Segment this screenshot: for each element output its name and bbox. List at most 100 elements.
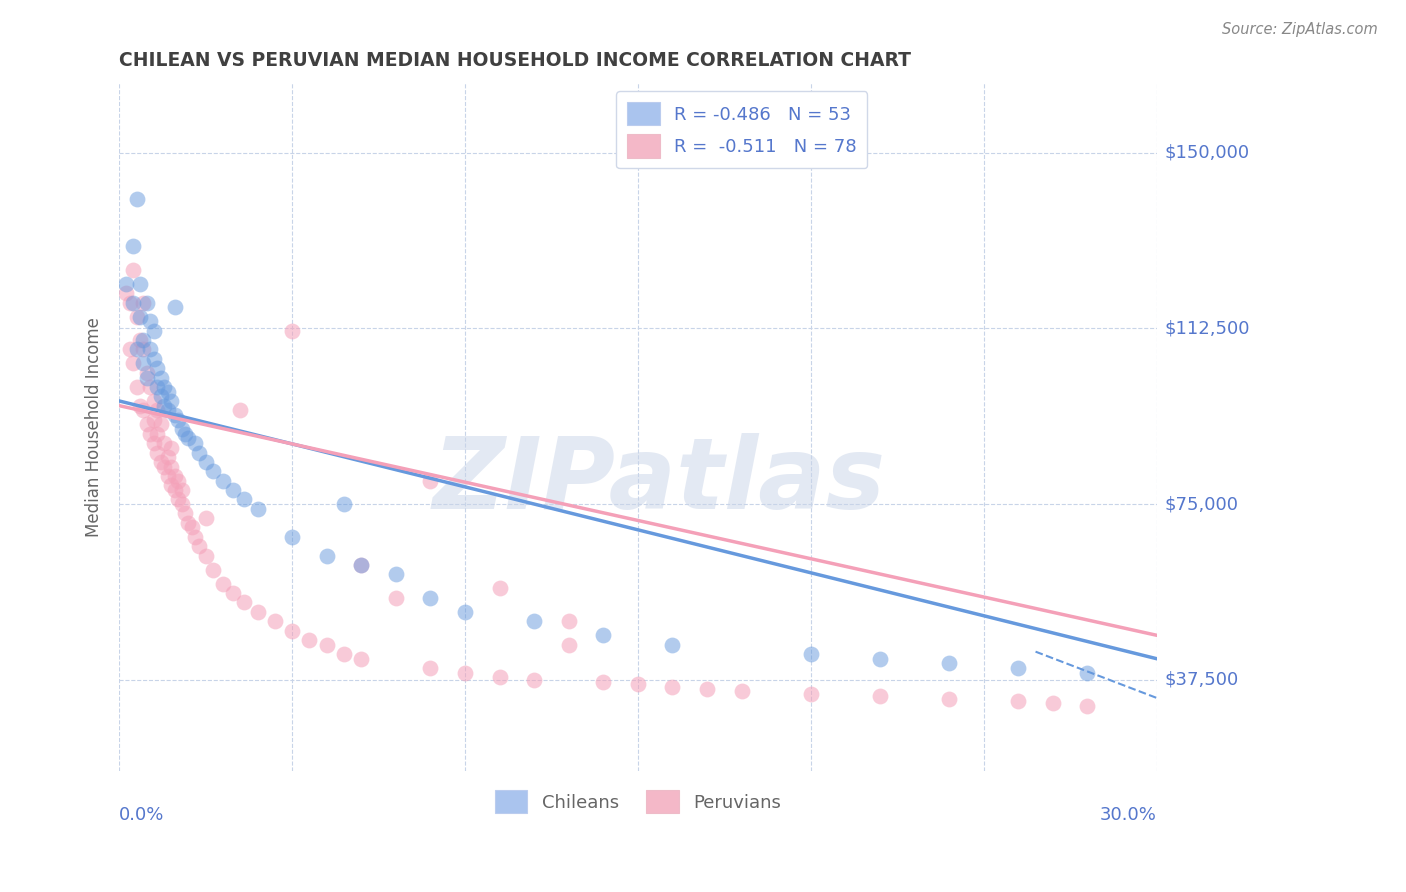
Point [558, 638, 581, 652]
Point [281, 624, 304, 638]
Point [1007, 661, 1029, 675]
Point [132, 343, 155, 357]
Point [350, 651, 373, 665]
Point [122, 262, 145, 277]
Point [419, 591, 441, 605]
Point [149, 370, 172, 384]
Point [167, 474, 190, 488]
Point [201, 464, 224, 478]
Point [194, 511, 217, 525]
Point [163, 408, 186, 422]
Point [163, 483, 186, 497]
Point [800, 687, 823, 701]
Point [146, 426, 169, 441]
Point [869, 689, 891, 703]
Text: $75,000: $75,000 [1166, 495, 1239, 513]
Point [132, 295, 155, 310]
Point [142, 324, 165, 338]
Point [281, 530, 304, 544]
Point [696, 682, 718, 697]
Point [263, 614, 285, 628]
Point [146, 403, 169, 417]
Point [333, 647, 356, 661]
Point [212, 576, 235, 591]
Point [350, 558, 373, 572]
Text: Source: ZipAtlas.com: Source: ZipAtlas.com [1222, 22, 1378, 37]
Point [419, 661, 441, 675]
Point [118, 295, 141, 310]
Text: CHILEAN VS PERUVIAN MEDIAN HOUSEHOLD INCOME CORRELATION CHART: CHILEAN VS PERUVIAN MEDIAN HOUSEHOLD INC… [120, 51, 911, 70]
Point [167, 492, 190, 507]
Point [136, 366, 159, 380]
Point [730, 684, 752, 698]
Point [142, 436, 165, 450]
Point [139, 343, 162, 357]
Point [184, 530, 207, 544]
Point [385, 567, 408, 582]
Point [167, 413, 190, 427]
Point [153, 459, 176, 474]
Point [146, 445, 169, 459]
Point [122, 356, 145, 370]
Point [125, 310, 148, 324]
Point [125, 380, 148, 394]
Point [1007, 694, 1029, 708]
Point [115, 277, 138, 291]
Point [142, 394, 165, 409]
Point [194, 455, 217, 469]
Point [1076, 698, 1098, 713]
Point [170, 483, 193, 497]
Point [177, 516, 200, 530]
Point [129, 333, 152, 347]
Point [661, 680, 683, 694]
Point [153, 399, 176, 413]
Point [129, 277, 152, 291]
Point [153, 436, 176, 450]
Point [627, 677, 650, 691]
Text: $150,000: $150,000 [1166, 144, 1250, 161]
Point [139, 314, 162, 328]
Point [125, 343, 148, 357]
Point [122, 239, 145, 253]
Point [146, 380, 169, 394]
Point [142, 413, 165, 427]
Point [488, 670, 510, 684]
Point [118, 343, 141, 357]
Point [333, 497, 356, 511]
Point [174, 426, 197, 441]
Point [1076, 665, 1098, 680]
Point [800, 647, 823, 661]
Point [122, 295, 145, 310]
Point [132, 356, 155, 370]
Point [156, 450, 179, 465]
Point [132, 403, 155, 417]
Point [125, 193, 148, 207]
Point [194, 549, 217, 563]
Point [170, 422, 193, 436]
Point [246, 501, 269, 516]
Point [385, 591, 408, 605]
Text: 0.0%: 0.0% [120, 805, 165, 823]
Point [149, 389, 172, 403]
Point [592, 628, 614, 642]
Point [201, 563, 224, 577]
Point [177, 432, 200, 446]
Point [454, 665, 477, 680]
Point [129, 310, 152, 324]
Point [156, 384, 179, 399]
Point [136, 417, 159, 432]
Point [163, 300, 186, 314]
Point [160, 441, 183, 455]
Point [136, 370, 159, 384]
Point [558, 614, 581, 628]
Point [246, 605, 269, 619]
Point [187, 539, 209, 553]
Point [149, 455, 172, 469]
Point [229, 403, 252, 417]
Point [129, 399, 152, 413]
Point [156, 403, 179, 417]
Point [174, 507, 197, 521]
Point [869, 651, 891, 665]
Point [170, 497, 193, 511]
Point [136, 295, 159, 310]
